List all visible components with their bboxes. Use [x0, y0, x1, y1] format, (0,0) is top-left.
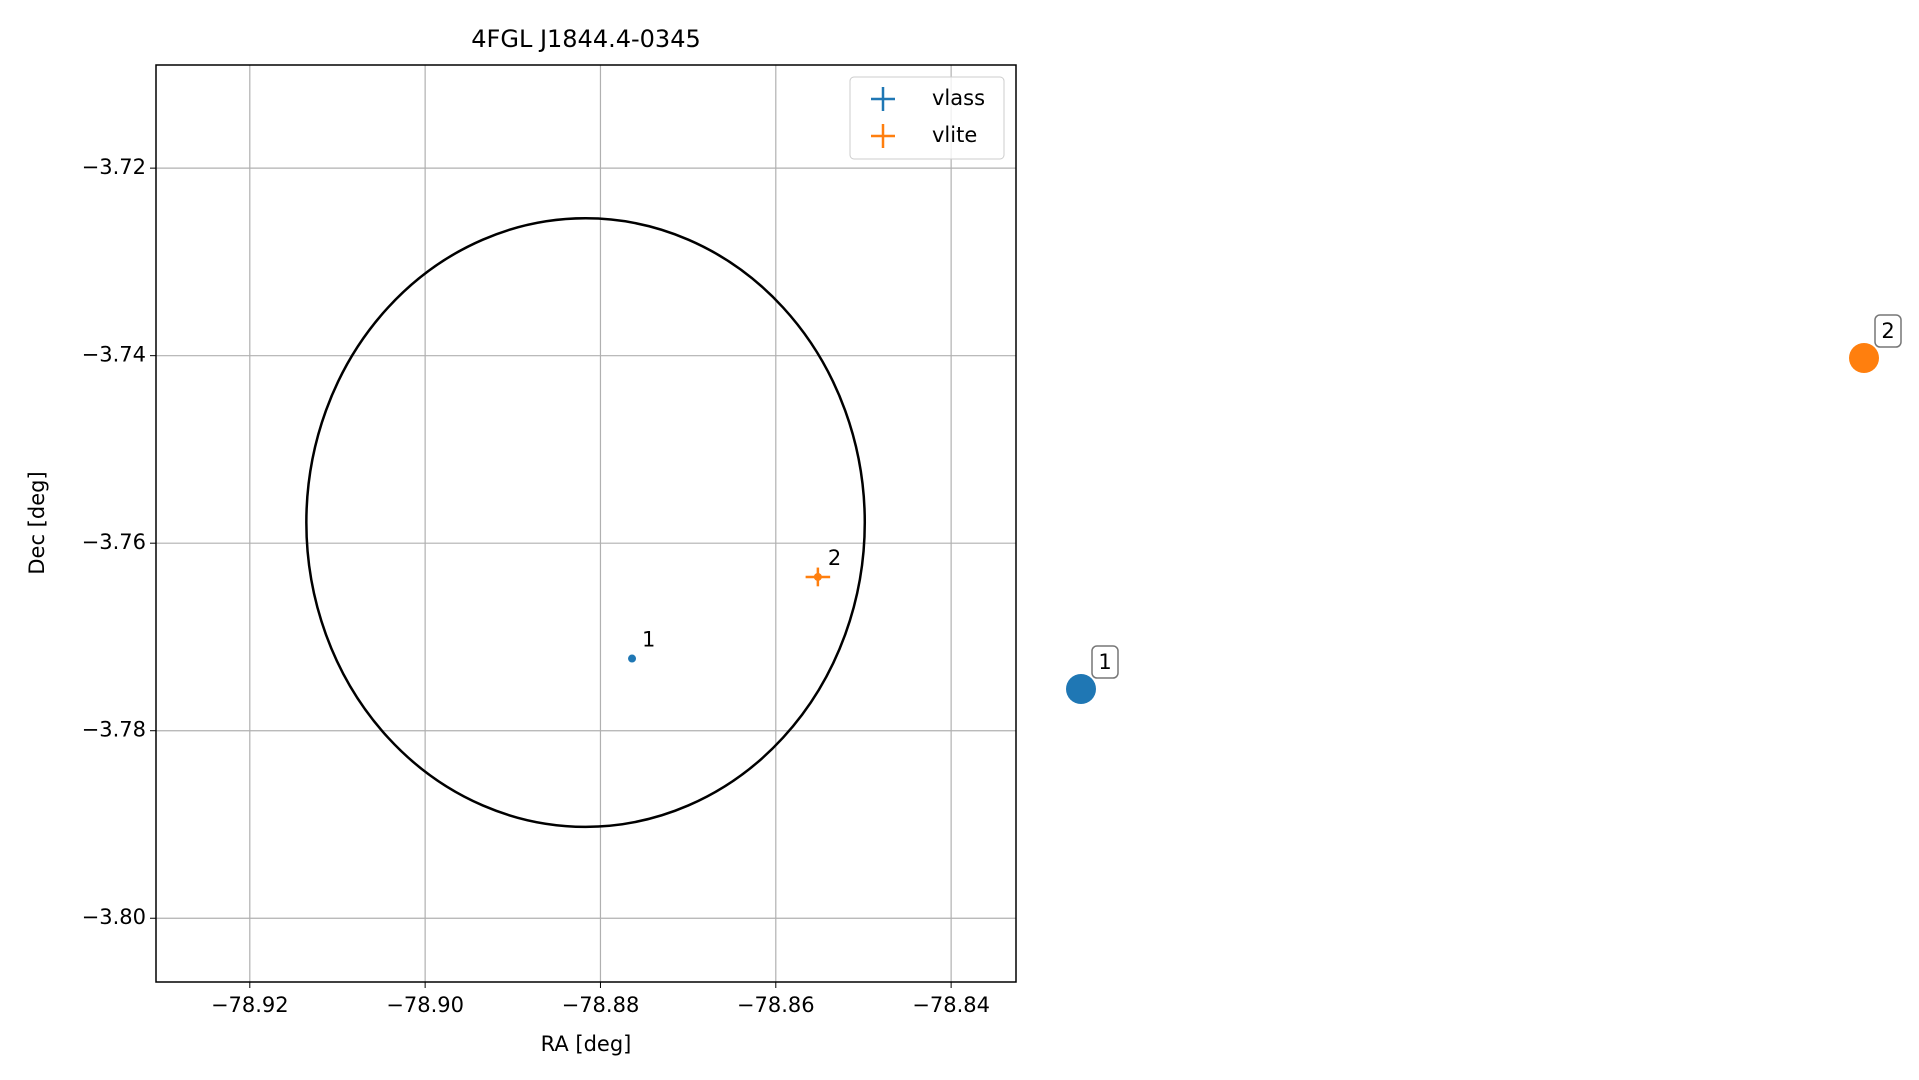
legend-label: vlass — [932, 86, 985, 110]
axes-frame — [155, 64, 1017, 983]
localization-ellipse — [305, 217, 867, 829]
x-tick-label: −78.86 — [737, 993, 815, 1017]
y-axis-label: Dec [deg] — [25, 471, 49, 574]
y-tick-label: −3.76 — [82, 530, 146, 554]
y-tick-label: −3.72 — [82, 155, 146, 179]
x-tick-label: −78.84 — [912, 993, 990, 1017]
point-label: 1 — [642, 628, 655, 652]
side-label-box — [1091, 645, 1119, 679]
point-label: 2 — [828, 546, 841, 570]
side-label: 2 — [1881, 319, 1894, 343]
side-marker — [1066, 674, 1096, 704]
x-tick-label: −78.90 — [386, 993, 464, 1017]
legend-box — [849, 76, 1005, 160]
x-tick-label: −78.88 — [562, 993, 640, 1017]
side-label-box — [1874, 314, 1902, 348]
point — [628, 654, 637, 663]
side-marker — [1849, 343, 1879, 373]
point — [813, 572, 822, 581]
y-tick-label: −3.80 — [82, 905, 146, 929]
chart-title: 4FGL J1844.4-0345 — [471, 25, 700, 53]
x-axis-label: RA [deg] — [541, 1032, 632, 1056]
side-label: 1 — [1098, 650, 1111, 674]
y-tick-label: −3.78 — [82, 718, 146, 742]
side-markers: 12 — [1066, 314, 1902, 704]
x-tick-label: −78.92 — [211, 993, 289, 1017]
y-tick-label: −3.74 — [82, 343, 146, 367]
plot-area: −78.92 −78.90 −78.88 −78.86 −78.84 −3.72 −3.74… — [82, 64, 1017, 1017]
legend-label: vlite — [932, 123, 977, 147]
